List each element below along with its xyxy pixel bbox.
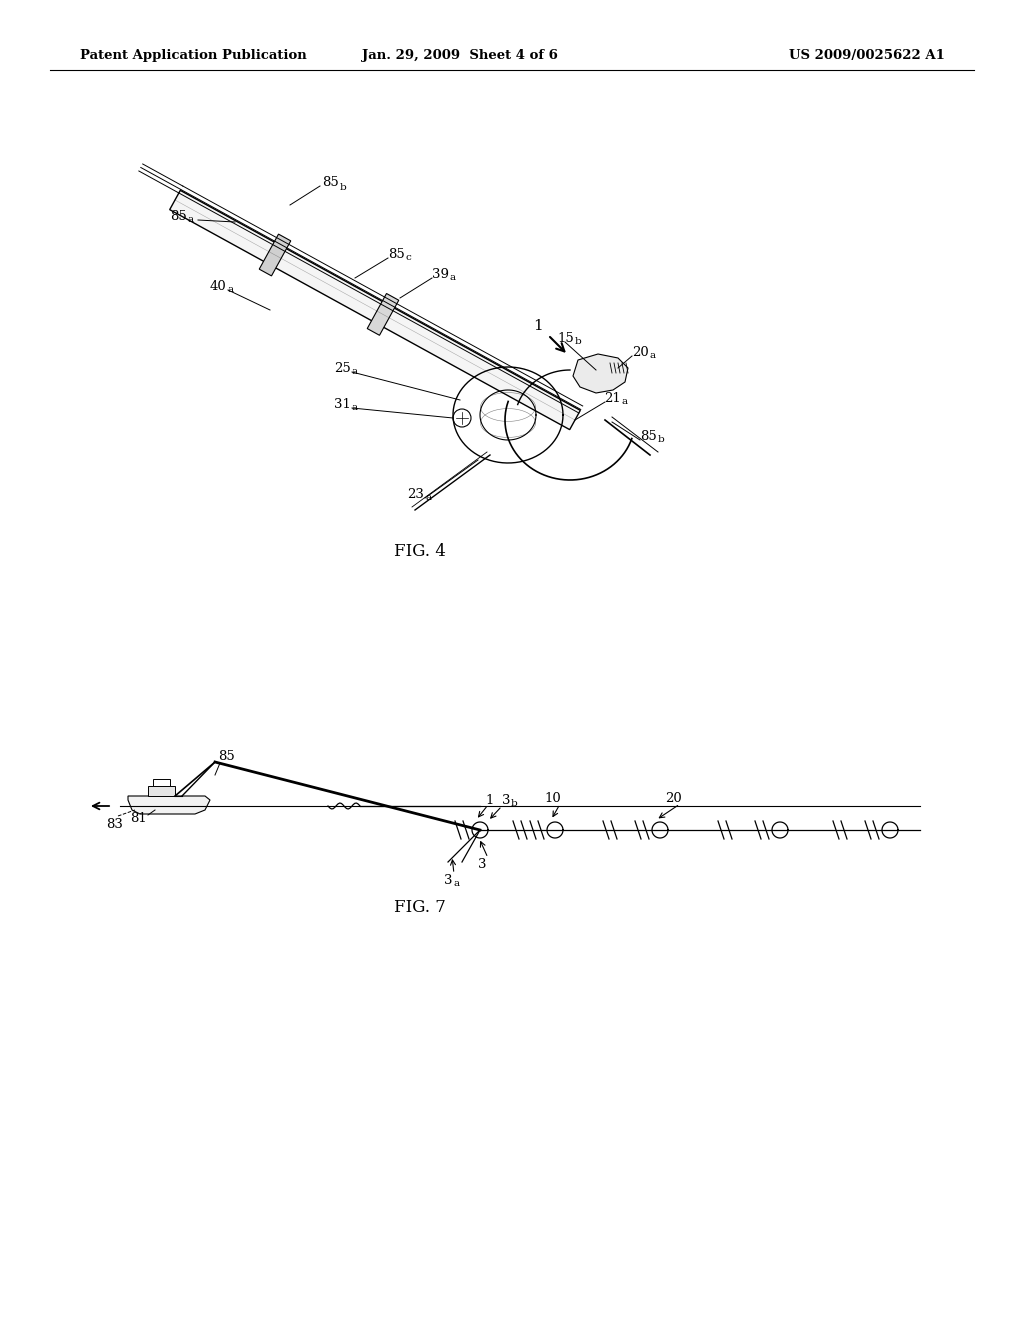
Text: 20: 20 <box>632 346 649 359</box>
Text: a: a <box>352 404 358 412</box>
Text: b: b <box>658 436 665 445</box>
Text: 39: 39 <box>432 268 449 281</box>
Text: US 2009/0025622 A1: US 2009/0025622 A1 <box>790 49 945 62</box>
Text: FIG. 7: FIG. 7 <box>394 899 445 916</box>
Text: 40: 40 <box>210 280 226 293</box>
Text: 10: 10 <box>545 792 561 804</box>
Text: b: b <box>575 338 582 346</box>
Text: a: a <box>228 285 234 294</box>
Text: 81: 81 <box>130 813 146 825</box>
Text: a: a <box>650 351 656 360</box>
Text: a: a <box>188 215 195 224</box>
Polygon shape <box>128 796 210 814</box>
Polygon shape <box>368 293 398 335</box>
Text: a: a <box>425 494 431 503</box>
Text: 85: 85 <box>170 210 186 223</box>
Text: 15: 15 <box>557 331 573 345</box>
Text: 3: 3 <box>444 874 453 887</box>
Text: FIG. 4: FIG. 4 <box>394 544 445 561</box>
Text: 3: 3 <box>478 858 486 870</box>
Text: b: b <box>340 182 347 191</box>
Text: 25: 25 <box>334 362 351 375</box>
Text: 83: 83 <box>106 818 124 832</box>
Text: a: a <box>454 879 460 888</box>
Polygon shape <box>148 785 175 796</box>
Polygon shape <box>259 234 291 276</box>
Text: a: a <box>622 397 628 407</box>
Text: 85: 85 <box>218 751 234 763</box>
Text: 1: 1 <box>534 319 543 333</box>
Text: 85: 85 <box>322 177 339 190</box>
Text: 21: 21 <box>604 392 621 404</box>
Text: 1: 1 <box>485 793 495 807</box>
Polygon shape <box>170 190 581 429</box>
Text: 3: 3 <box>502 793 511 807</box>
Text: Patent Application Publication: Patent Application Publication <box>80 49 307 62</box>
Text: a: a <box>450 273 456 282</box>
Text: 23: 23 <box>407 487 424 500</box>
Text: b: b <box>511 800 518 808</box>
Text: a: a <box>352 367 358 376</box>
Text: 31: 31 <box>334 397 351 411</box>
Text: c: c <box>406 253 412 263</box>
Text: 85: 85 <box>640 429 656 442</box>
Polygon shape <box>153 779 170 785</box>
Text: 85: 85 <box>388 248 404 260</box>
Text: Jan. 29, 2009  Sheet 4 of 6: Jan. 29, 2009 Sheet 4 of 6 <box>362 49 558 62</box>
Polygon shape <box>573 354 628 393</box>
Text: 20: 20 <box>665 792 681 804</box>
